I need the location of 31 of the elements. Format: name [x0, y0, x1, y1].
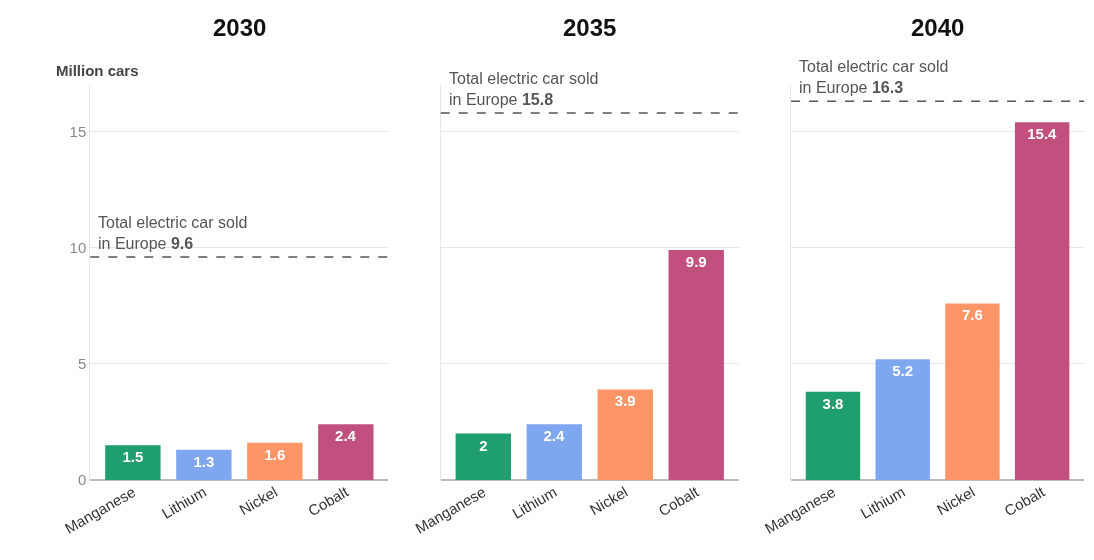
data-label: 3.9 — [614, 392, 636, 410]
bar — [455, 433, 511, 480]
data-label: 1.5 — [122, 448, 144, 466]
bar — [875, 359, 930, 480]
data-label: 5.2 — [892, 362, 914, 380]
bar — [1014, 122, 1070, 480]
bar — [668, 249, 724, 480]
bar — [597, 389, 653, 480]
chart-title: 2040 — [911, 14, 965, 41]
bar — [526, 424, 582, 480]
data-label: 7.6 — [962, 306, 983, 324]
bar — [945, 303, 1000, 480]
y-tick-label: 15 — [69, 122, 87, 140]
y-tick-label: 10 — [69, 238, 87, 256]
data-label: 2.4 — [335, 427, 357, 445]
ref-line-label: Total electric car sold in Europe 16.3 — [799, 58, 949, 96]
data-label: 1.3 — [193, 452, 215, 470]
y-axis-title: Million cars — [56, 62, 139, 79]
data-label: 1.6 — [264, 445, 286, 463]
ref-line-label: Total electric car sold in Europe 15.8 — [449, 70, 599, 108]
data-label: 2.4 — [543, 427, 566, 445]
ref-line-label: Total electric car sold in Europe 9.6 — [98, 214, 248, 252]
data-label: 3.8 — [822, 394, 844, 412]
data-label: 9.9 — [685, 252, 707, 270]
data-label: 2 — [479, 436, 488, 454]
chart-title: 2030 — [213, 14, 267, 41]
bar — [805, 391, 861, 480]
chart-title: 2035 — [563, 14, 617, 41]
data-label: 15.4 — [1027, 125, 1058, 143]
y-tick-label: 5 — [77, 355, 87, 373]
y-tick-label: 0 — [77, 471, 87, 489]
